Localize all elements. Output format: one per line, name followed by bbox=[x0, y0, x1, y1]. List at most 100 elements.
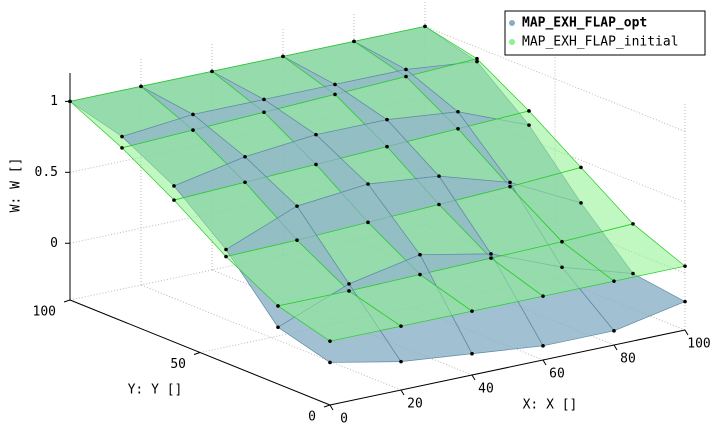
x-tick bbox=[471, 374, 476, 381]
data-point bbox=[243, 154, 247, 159]
x-tick-label: 0 bbox=[340, 412, 348, 424]
data-point bbox=[437, 202, 441, 207]
data-point bbox=[314, 162, 318, 167]
data-point bbox=[191, 128, 195, 132]
data-point bbox=[314, 132, 318, 137]
data-point bbox=[276, 304, 280, 308]
data-point bbox=[262, 110, 266, 115]
data-point bbox=[210, 69, 214, 74]
data-point bbox=[631, 271, 635, 276]
data-point bbox=[612, 329, 616, 333]
data-point bbox=[560, 265, 564, 270]
data-point bbox=[333, 92, 337, 97]
legend-marker bbox=[509, 20, 515, 26]
legend-marker bbox=[509, 39, 515, 45]
data-point bbox=[683, 299, 687, 304]
data-point bbox=[404, 67, 408, 72]
x-axis bbox=[329, 329, 686, 406]
data-point bbox=[328, 339, 332, 343]
data-point bbox=[470, 309, 474, 313]
x-axis-label: X: X [] bbox=[523, 398, 578, 413]
data-point bbox=[281, 54, 285, 59]
data-point bbox=[262, 97, 266, 102]
y-tick bbox=[193, 352, 201, 355]
x-tick bbox=[329, 404, 334, 411]
x-tick-label: 100 bbox=[687, 337, 710, 352]
data-point bbox=[418, 252, 422, 257]
grid-line bbox=[199, 277, 556, 353]
data-point bbox=[366, 182, 370, 186]
data-point bbox=[527, 109, 531, 113]
data-point bbox=[579, 165, 583, 170]
data-point bbox=[328, 360, 332, 365]
data-point bbox=[423, 24, 427, 29]
x-tick bbox=[613, 344, 618, 351]
grid-line bbox=[69, 224, 426, 301]
data-point bbox=[418, 272, 422, 277]
z-tick-label: 0 bbox=[50, 236, 58, 251]
data-point bbox=[475, 56, 479, 61]
y-tick-label: 50 bbox=[170, 357, 186, 372]
x-tick-label: 20 bbox=[407, 397, 423, 412]
data-point bbox=[347, 282, 351, 286]
data-point bbox=[612, 279, 616, 283]
legend-box bbox=[504, 10, 706, 56]
data-point bbox=[352, 39, 356, 44]
data-point bbox=[541, 294, 545, 298]
data-point bbox=[385, 117, 389, 122]
x-tick-label: 80 bbox=[620, 352, 636, 367]
z-axis-label: W: W [] bbox=[9, 158, 24, 213]
data-point bbox=[579, 201, 583, 205]
y-axis-label: Y: Y [] bbox=[128, 383, 183, 398]
data-point bbox=[541, 344, 545, 348]
data-point bbox=[475, 59, 479, 64]
data-point bbox=[385, 144, 389, 149]
data-point bbox=[527, 123, 531, 127]
z-tick-label: 1 bbox=[50, 94, 58, 109]
data-point bbox=[243, 180, 247, 185]
data-point bbox=[489, 256, 493, 260]
data-point bbox=[631, 222, 635, 226]
data-point bbox=[683, 264, 687, 268]
data-point bbox=[295, 204, 299, 208]
data-point bbox=[560, 239, 564, 244]
data-point bbox=[508, 180, 512, 185]
data-point bbox=[366, 220, 370, 225]
data-point bbox=[172, 184, 176, 188]
data-point bbox=[139, 84, 143, 89]
data-point bbox=[224, 254, 228, 259]
legend-label: MAP_EXH_FLAP_opt bbox=[522, 16, 647, 31]
data-point bbox=[456, 126, 460, 131]
legend: MAP_EXH_FLAP_opt MAP_EXH_FLAP_initial bbox=[504, 10, 706, 56]
x-tick bbox=[684, 329, 689, 336]
axes: 0 20 40 60 80 100 0 50 100 0 0.5 1 bbox=[33, 73, 711, 424]
data-point bbox=[224, 247, 228, 252]
x-tick-label: 60 bbox=[549, 367, 565, 382]
data-point bbox=[191, 112, 195, 117]
data-point bbox=[347, 289, 351, 293]
data-point bbox=[399, 359, 403, 364]
y-tick-label: 0 bbox=[308, 410, 316, 424]
grid-line bbox=[69, 167, 426, 244]
data-point bbox=[333, 82, 337, 87]
data-point bbox=[404, 74, 408, 79]
data-point bbox=[295, 238, 299, 242]
x-tick bbox=[400, 389, 405, 396]
surfaces bbox=[68, 24, 687, 365]
data-point bbox=[276, 325, 280, 330]
data-point bbox=[120, 134, 124, 139]
z-tick-label: 0.5 bbox=[35, 165, 58, 180]
data-point bbox=[399, 324, 403, 328]
y-tick bbox=[63, 299, 71, 303]
x-tick bbox=[542, 359, 547, 366]
x-tick-label: 40 bbox=[478, 382, 494, 397]
y-tick-label: 100 bbox=[33, 305, 56, 320]
y-tick bbox=[323, 404, 331, 408]
legend-label: MAP_EXH_FLAP_initial bbox=[522, 35, 679, 50]
data-point bbox=[489, 252, 493, 256]
grid-line bbox=[69, 96, 426, 173]
data-point bbox=[508, 184, 512, 189]
data-point bbox=[120, 146, 124, 150]
data-point bbox=[437, 174, 441, 178]
